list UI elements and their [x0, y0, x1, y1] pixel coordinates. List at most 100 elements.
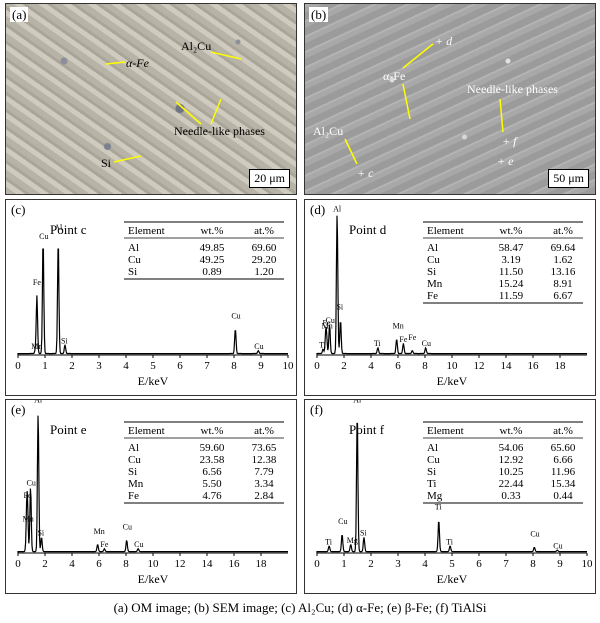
table-cell: Cu [128, 254, 141, 266]
peak-label: Cu [326, 316, 335, 325]
annotation-si: Si [101, 156, 112, 170]
table-cell: 59.60 [200, 442, 225, 454]
table-cell: Cu [128, 454, 141, 466]
x-tick-label: 6 [96, 558, 102, 570]
table-header: wt.% [500, 425, 523, 437]
annotation-alpha-fe: α-Fe [383, 69, 406, 83]
x-tick-label: 5 [449, 558, 455, 570]
point-label: Point d [349, 222, 387, 237]
peak-label: Mn [322, 322, 333, 331]
x-tick-label: 4 [422, 558, 428, 570]
x-tick-label: 10 [447, 360, 459, 372]
table-cell: 49.85 [200, 242, 225, 254]
panel-label-a: (a) [10, 7, 29, 22]
table-cell: 0.89 [202, 266, 222, 278]
annotation-alpha-fe: α-Fe [126, 56, 149, 70]
table-header: Element [427, 425, 464, 437]
peak-label: Mn [94, 527, 105, 536]
x-tick-label: 8 [231, 360, 237, 372]
table-header: at.% [254, 425, 274, 437]
table-cell: 2.84 [254, 490, 274, 502]
peak-label: Mn [23, 514, 34, 523]
table-cell: 12.38 [252, 454, 277, 466]
peak-label: Fe [322, 319, 330, 328]
peak-label: Cu [231, 311, 240, 320]
x-tick-label: 2 [368, 558, 374, 570]
spectrum-line [17, 415, 288, 553]
annotation-al2cu: Al₂Cu [313, 124, 344, 138]
peak-label: Cu [530, 530, 539, 539]
eds-chart-e: (e)CuFeMnAlSiMnFeCuCu024681012141618E/ke… [11, 400, 288, 586]
x-tick-label: 9 [557, 558, 563, 570]
peak-label: Mn [31, 342, 42, 351]
table-cell: 6.56 [202, 466, 222, 478]
table-cell: Si [128, 466, 137, 478]
table-header: wt.% [201, 225, 224, 237]
x-tick-label: 1 [42, 360, 48, 372]
panel-label: (e) [11, 402, 25, 417]
table-cell: 29.20 [252, 254, 277, 266]
table-cell: 69.64 [551, 242, 576, 254]
x-tick-label: 3 [395, 558, 401, 570]
table-cell: 58.47 [499, 242, 524, 254]
peak-label: Fe [100, 540, 108, 549]
x-tick-label: 10 [148, 558, 160, 570]
table-cell: 0.33 [501, 490, 521, 502]
arrow-overlay-b [344, 43, 504, 165]
point-label: Point c [50, 222, 87, 237]
peak-label: Cu [553, 542, 562, 551]
x-tick-label: 8 [422, 360, 428, 372]
table-header: at.% [553, 425, 573, 437]
x-tick-label: 10 [582, 558, 594, 570]
table-cell: 54.06 [499, 442, 524, 454]
peak-label: Si [61, 336, 68, 345]
x-tick-label: 2 [341, 360, 347, 372]
annotation-point-d: + d [435, 34, 453, 48]
table-cell: Al [128, 242, 139, 254]
peak-label: Al [54, 223, 63, 232]
table-cell: 69.60 [252, 242, 277, 254]
peak-label: Si [336, 303, 343, 312]
table-cell: Si [128, 266, 137, 278]
x-tick-label: 6 [476, 558, 482, 570]
table-header: Element [128, 425, 165, 437]
x-tick-label: 0 [15, 360, 21, 372]
eds-panel-e: (e)CuFeMnAlSiMnFeCuCu024681012141618E/ke… [5, 399, 297, 594]
x-tick-label: 0 [314, 558, 320, 570]
eds-panel-f: (f)TiCuMgAlSiTiTiCuCu012345678910E/keVPo… [304, 399, 596, 594]
peak-label: Ti [435, 503, 443, 512]
panel-label: (d) [310, 202, 325, 217]
peak-label: Ti [446, 537, 454, 546]
table-cell: 5.50 [202, 478, 222, 490]
peak-label: Cu [338, 517, 347, 526]
table-cell: 65.60 [551, 442, 576, 454]
x-tick-label: 12 [474, 360, 485, 372]
table-cell: 23.58 [200, 454, 225, 466]
table-cell: 6.66 [553, 454, 573, 466]
table-cell: 3.19 [501, 254, 521, 266]
panel-label: (c) [11, 202, 25, 217]
table-header: at.% [254, 225, 274, 237]
x-tick-label: 4 [123, 360, 129, 372]
x-tick-label: 5 [150, 360, 156, 372]
x-tick-label: 18 [555, 360, 567, 372]
table-cell: 12.92 [499, 454, 524, 466]
scale-bar-b: 50 μm [548, 169, 589, 188]
table-cell: Cu [427, 254, 440, 266]
table-cell: 8.91 [553, 278, 572, 290]
x-tick-label: 4 [69, 558, 75, 570]
peak-label: Fe [33, 278, 41, 287]
x-tick-label: 6 [395, 360, 401, 372]
x-tick-label: 0 [15, 558, 21, 570]
table-cell: Fe [128, 490, 139, 502]
peak-label: Cu [134, 540, 143, 549]
table-cell: 0.44 [553, 490, 573, 502]
x-tick-label: 12 [175, 558, 186, 570]
om-image-panel: (a) Al₂Cu α-Fe Needle-like phases Si 20 … [5, 3, 297, 195]
x-axis-label: E/keV [437, 374, 468, 388]
table-cell: 22.44 [499, 478, 524, 490]
x-tick-label: 10 [283, 360, 295, 372]
x-tick-label: 16 [229, 558, 241, 570]
x-axis-label: E/keV [138, 572, 169, 586]
